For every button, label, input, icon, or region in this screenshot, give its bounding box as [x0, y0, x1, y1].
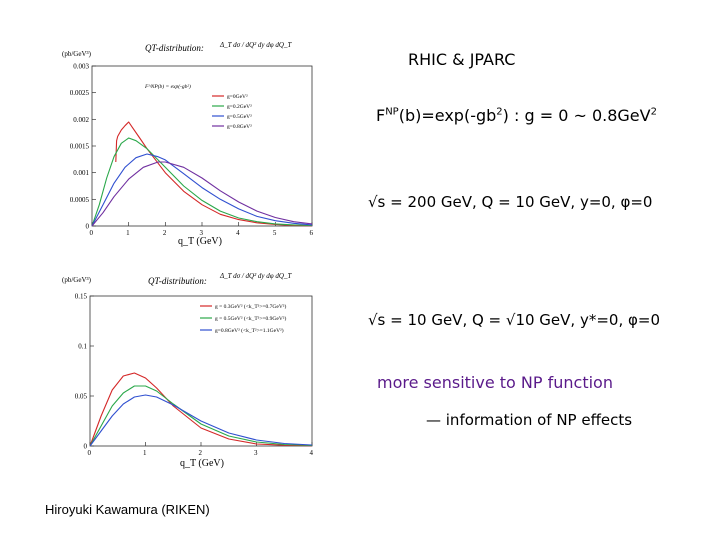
kinematics-jparc: √s = 10 GeV, Q = √10 GeV, y*=0, φ=0	[368, 311, 660, 329]
legend-header: F^NP(b) = exp(-gb²)	[144, 83, 191, 90]
y-tick-label: 0.002	[73, 116, 89, 124]
x-tick-label: 3	[254, 449, 258, 457]
np-range-square: 2	[650, 106, 657, 118]
series-line-2	[91, 137, 313, 227]
series-line-3	[89, 394, 313, 447]
y-tick-label: 0	[84, 443, 88, 451]
x-tick-label: 0	[90, 229, 94, 237]
legend-label: g=0.8GeV² (<k_T²>=1.1GeV²)	[215, 327, 284, 334]
kinematics-rhic: √s = 200 GeV, Q = 10 GeV, y=0, φ=0	[368, 193, 653, 211]
legend-label: g=0.5GeV²	[227, 114, 252, 120]
x-tick-label: 2	[199, 449, 203, 457]
y-tick-label: 0.15	[75, 293, 88, 301]
series-line-4	[91, 161, 313, 227]
x-tick-label: 5	[273, 229, 277, 237]
np-superscript: NP	[385, 106, 399, 118]
qt-distribution-chart-jparc: QT-distribution: Δ_T dσ / dQ² dy dφ dQ_T…	[62, 272, 314, 469]
y-tick-label: 0.0005	[70, 196, 90, 204]
x-tick-label: 1	[126, 229, 130, 237]
x-tick-label: 3	[200, 229, 204, 237]
legend-label: g = 0.5GeV² (<k_T²>=0.9GeV²)	[215, 315, 286, 322]
chart-units: (pb/GeV³)	[62, 50, 92, 58]
x-tick-label: 0	[88, 449, 92, 457]
information-note: — information of NP effects	[426, 411, 633, 429]
y-tick-label: 0.001	[73, 169, 89, 177]
y-tick-label: 0	[86, 223, 90, 231]
legend-label: g=0.8GeV²	[227, 124, 252, 130]
series-line-2	[89, 385, 313, 447]
np-func: exp(-gb	[434, 106, 497, 125]
x-tick-label: 1	[143, 449, 147, 457]
legend-label: g=0GeV²	[227, 94, 248, 100]
y-tick-label: 0.0025	[70, 89, 90, 97]
x-axis-label: q_T (GeV)	[178, 236, 222, 247]
np-square: 2	[496, 106, 503, 118]
legend-label: g=0.2GeV²	[227, 104, 252, 110]
y-tick-label: 0.1	[78, 343, 87, 351]
series-line-3	[91, 153, 313, 227]
sensitivity-note: more sensitive to NP function	[377, 373, 613, 392]
y-tick-label: 0.003	[73, 63, 89, 71]
x-tick-label: 6	[310, 229, 314, 237]
chart-formula: Δ_T dσ / dQ² dy dφ dQ_T	[219, 41, 292, 49]
np-range: ) : g = 0 ~ 0.8GeV	[502, 106, 651, 125]
legend-label: g = 0.3GeV² (<k_T²>=0.7GeV²)	[215, 303, 286, 310]
x-axis-label: q_T (GeV)	[180, 458, 224, 469]
y-tick-label: 0.0015	[70, 143, 90, 151]
series-line-1	[89, 372, 313, 447]
chart-title: QT-distribution:	[145, 43, 204, 53]
y-tick-label: 0.05	[75, 393, 88, 401]
slide-title: RHIC & JPARC	[408, 50, 516, 69]
chart-units: (pb/GeV³)	[62, 276, 92, 284]
chart-title: QT-distribution:	[148, 276, 207, 286]
x-tick-label: 4	[236, 229, 240, 237]
plot-frame	[91, 65, 313, 227]
x-tick-label: 2	[163, 229, 167, 237]
np-prefix: F	[376, 106, 386, 125]
author-credit: Hiroyuki Kawamura (RIKEN)	[45, 502, 210, 517]
np-function-description: FNP(b)=exp(-gb2) : g = 0 ~ 0.8GeV2	[376, 106, 657, 125]
np-arg: (b)	[398, 106, 422, 125]
x-tick-label: 4	[310, 449, 314, 457]
qt-distribution-chart-rhic: QT-distribution: Δ_T dσ / dQ² dy dφ dQ_T…	[62, 41, 314, 247]
chart-formula: Δ_T dσ / dQ² dy dφ dQ_T	[219, 272, 292, 280]
series-line-1	[115, 121, 313, 227]
